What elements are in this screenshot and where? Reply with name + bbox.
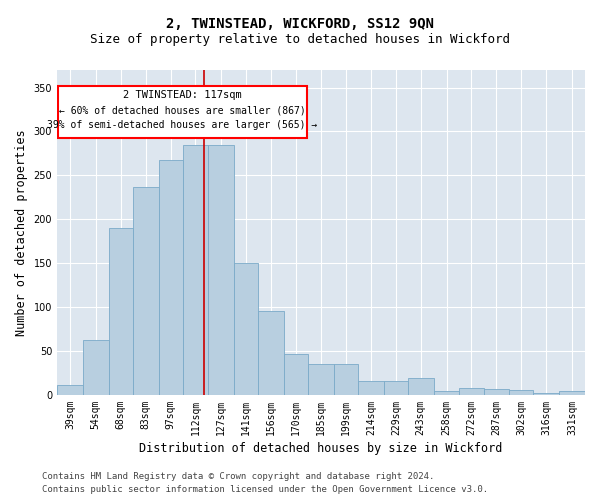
Bar bbox=[308, 364, 334, 395]
Bar bbox=[284, 354, 308, 395]
Bar bbox=[133, 187, 158, 395]
Bar bbox=[334, 364, 358, 395]
Text: 2, TWINSTEAD, WICKFORD, SS12 9QN: 2, TWINSTEAD, WICKFORD, SS12 9QN bbox=[166, 18, 434, 32]
Text: 2 TWINSTEAD: 117sqm: 2 TWINSTEAD: 117sqm bbox=[123, 90, 242, 100]
Text: Contains HM Land Registry data © Crown copyright and database right 2024.: Contains HM Land Registry data © Crown c… bbox=[42, 472, 434, 481]
Bar bbox=[258, 310, 284, 395]
Bar bbox=[182, 144, 208, 395]
Y-axis label: Number of detached properties: Number of detached properties bbox=[15, 129, 28, 336]
X-axis label: Distribution of detached houses by size in Wickford: Distribution of detached houses by size … bbox=[139, 442, 503, 455]
Bar bbox=[109, 228, 133, 395]
Bar bbox=[559, 392, 585, 395]
Bar bbox=[57, 386, 83, 395]
Bar bbox=[158, 160, 182, 395]
Bar bbox=[234, 263, 258, 395]
Text: Contains public sector information licensed under the Open Government Licence v3: Contains public sector information licen… bbox=[42, 485, 488, 494]
Bar bbox=[58, 86, 307, 138]
Text: Size of property relative to detached houses in Wickford: Size of property relative to detached ho… bbox=[90, 32, 510, 46]
Bar bbox=[509, 390, 533, 395]
Bar bbox=[408, 378, 434, 395]
Text: 39% of semi-detached houses are larger (565) →: 39% of semi-detached houses are larger (… bbox=[47, 120, 317, 130]
Bar bbox=[83, 340, 109, 395]
Bar bbox=[384, 381, 408, 395]
Bar bbox=[358, 381, 384, 395]
Bar bbox=[484, 389, 509, 395]
Bar bbox=[460, 388, 484, 395]
Text: ← 60% of detached houses are smaller (867): ← 60% of detached houses are smaller (86… bbox=[59, 105, 306, 115]
Bar bbox=[533, 393, 559, 395]
Bar bbox=[434, 390, 460, 395]
Bar bbox=[208, 144, 234, 395]
